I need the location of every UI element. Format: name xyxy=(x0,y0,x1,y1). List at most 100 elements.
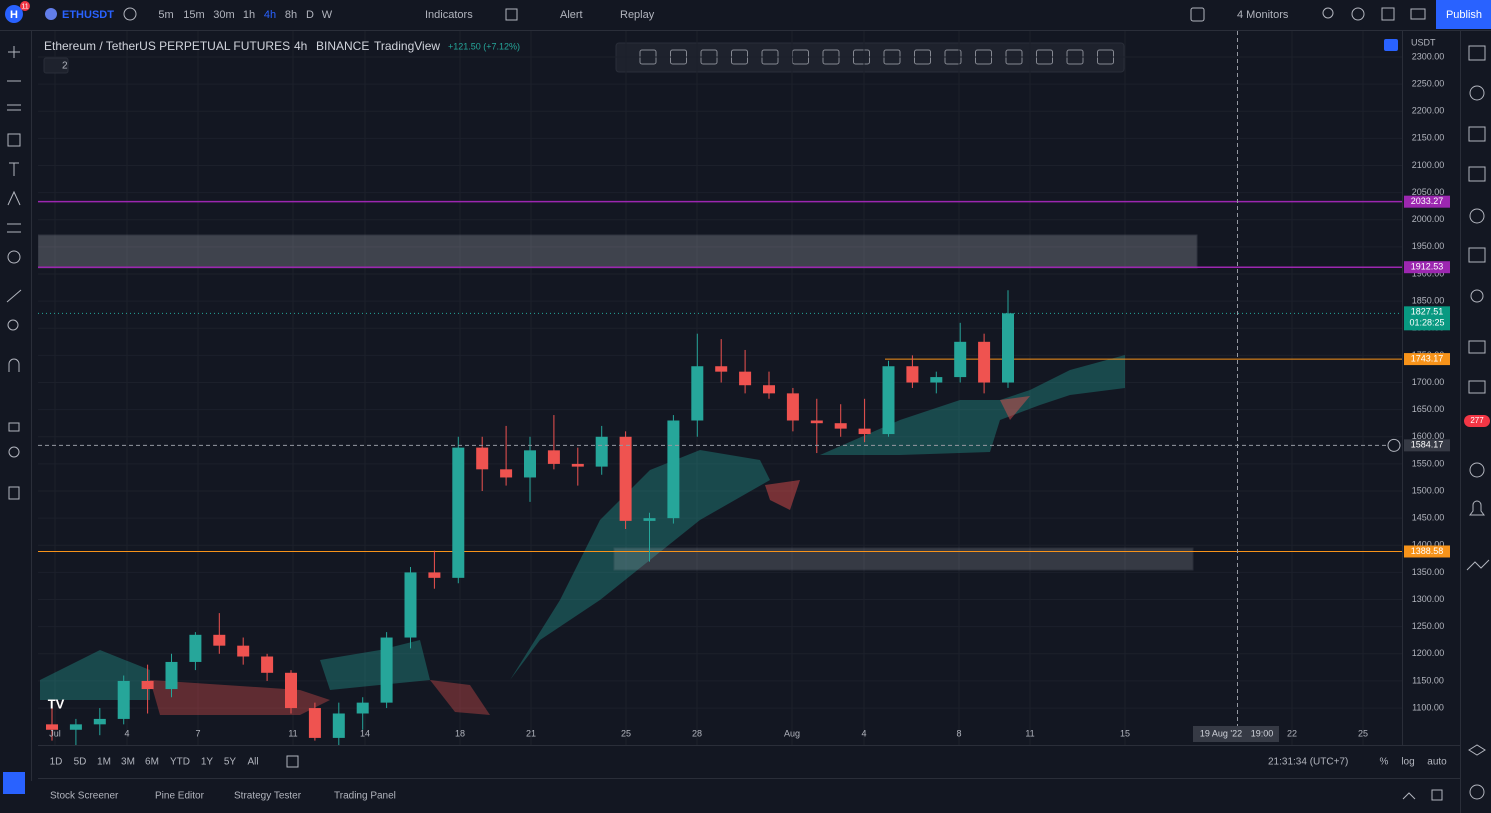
interval[interactable]: 1h xyxy=(243,9,255,21)
goto-date[interactable] xyxy=(286,755,299,768)
collapse-panel[interactable] xyxy=(1402,792,1416,800)
replay[interactable]: Replay xyxy=(620,9,655,21)
layouts[interactable] xyxy=(505,8,518,21)
candle-body xyxy=(428,572,441,578)
y-tick-label: 2000.00 xyxy=(1412,214,1445,224)
legend-change: +121.50 (+7.12%) xyxy=(448,41,520,51)
bottom-tab[interactable]: Stock Screener xyxy=(50,791,119,802)
add-alert[interactable] xyxy=(1387,438,1401,452)
candle-body xyxy=(739,371,752,386)
sync-icon[interactable] xyxy=(1384,39,1398,51)
interval[interactable]: 4h xyxy=(264,9,276,21)
x-tick-label: 25 xyxy=(1358,728,1368,738)
y-tick-label: 2150.00 xyxy=(1412,133,1445,143)
range-button[interactable]: 5Y xyxy=(224,757,237,768)
layout-toggle[interactable] xyxy=(1190,7,1205,22)
candle-body xyxy=(165,661,178,690)
bottom-tab[interactable]: Pine Editor xyxy=(155,791,205,802)
candle-body xyxy=(452,447,465,578)
x-tick-label: 18 xyxy=(455,728,465,738)
scale-option[interactable]: log xyxy=(1401,757,1414,768)
search[interactable] xyxy=(1322,7,1334,19)
candle-body xyxy=(285,672,297,709)
snapshot[interactable] xyxy=(1410,8,1426,20)
range-button[interactable]: 1D xyxy=(50,757,63,768)
candle-body xyxy=(786,393,799,421)
publish-button[interactable] xyxy=(1436,0,1491,29)
interval[interactable]: 30m xyxy=(213,9,234,21)
range-button[interactable]: 1Y xyxy=(201,757,214,768)
crosshair-date-box xyxy=(1193,726,1279,742)
range-button[interactable]: All xyxy=(247,757,258,768)
interval[interactable]: D xyxy=(306,9,314,21)
last-price: 1827.51 xyxy=(1411,307,1444,317)
level-label-box xyxy=(1404,261,1450,274)
scale-option[interactable]: % xyxy=(1380,757,1389,768)
svg-text:TV: TV xyxy=(48,696,65,711)
legend-source: TradingView xyxy=(374,39,440,53)
crosshair-time: 19:00 xyxy=(1251,728,1274,738)
range-button[interactable]: 6M xyxy=(145,757,159,768)
notification-badge: 277 xyxy=(1470,416,1484,425)
x-tick-label: 15 xyxy=(1120,728,1130,738)
candle-body xyxy=(500,469,513,478)
x-tick-label: 8 xyxy=(956,728,961,738)
y-tick-label: 1650.00 xyxy=(1412,404,1445,414)
candle-body xyxy=(715,366,728,372)
y-tick-label: 1900.00 xyxy=(1412,268,1445,278)
bottom-tab[interactable]: Strategy Tester xyxy=(234,791,302,802)
candle-body xyxy=(1002,313,1014,383)
fullscreen[interactable] xyxy=(1381,7,1395,21)
candle-body xyxy=(189,634,202,662)
indicators[interactable]: Indicators xyxy=(425,9,473,21)
y-tick-label: 1200.00 xyxy=(1412,648,1445,658)
add-symbol[interactable] xyxy=(123,7,137,21)
candle-body xyxy=(547,450,560,464)
legend-symbol: Ethereum / TetherUS PERPETUAL FUTURES xyxy=(44,39,290,53)
alert[interactable]: Alert xyxy=(560,9,583,21)
level-label-box xyxy=(1404,545,1450,558)
x-tick-label: 14 xyxy=(360,728,370,738)
avatar[interactable] xyxy=(5,5,23,23)
y-tick-label: 1950.00 xyxy=(1412,241,1445,251)
currency[interactable]: USDT xyxy=(1411,37,1436,47)
range-button[interactable]: YTD xyxy=(170,757,190,768)
bottom-tab[interactable]: Trading Panel xyxy=(334,791,396,802)
range-button[interactable]: 5D xyxy=(74,757,87,768)
cloud xyxy=(765,480,800,510)
x-tick-label: 7 xyxy=(195,728,200,738)
settings[interactable] xyxy=(1351,7,1365,21)
candle-body xyxy=(404,572,417,638)
favorites[interactable] xyxy=(3,772,25,794)
level-label: 1388.58 xyxy=(1411,546,1444,556)
range-button[interactable]: 3M xyxy=(121,757,135,768)
crosshair-price: 1584.17 xyxy=(1411,440,1444,450)
candle-body xyxy=(691,366,704,421)
y-tick-label: 2300.00 xyxy=(1412,51,1445,61)
indicator-toggle[interactable] xyxy=(43,57,69,74)
interval[interactable]: 5m xyxy=(158,9,173,21)
candle-body xyxy=(69,724,82,730)
x-tick-label: Aug xyxy=(784,728,800,738)
x-tick-label: 11 xyxy=(1025,728,1034,738)
symbol[interactable]: ETHUSDT xyxy=(62,9,114,21)
svg-text:H: H xyxy=(10,9,18,21)
y-tick-label: 1100.00 xyxy=(1412,702,1444,712)
monitors[interactable]: 4 Monitors xyxy=(1237,9,1289,21)
range-button[interactable]: 1M xyxy=(97,757,111,768)
y-tick-label: 2250.00 xyxy=(1412,78,1445,88)
interval[interactable]: 15m xyxy=(183,9,204,21)
level-label-box xyxy=(1404,195,1450,208)
scale-option[interactable]: auto xyxy=(1427,757,1447,768)
interval[interactable]: 8h xyxy=(285,9,297,21)
collapsed-count[interactable]: 2 xyxy=(62,61,68,72)
plot-clip xyxy=(38,31,1402,745)
interval[interactable]: W xyxy=(322,9,333,21)
candle-body xyxy=(46,724,58,730)
level-label: 1743.17 xyxy=(1411,353,1444,363)
maximize-panel[interactable] xyxy=(1431,789,1443,801)
candle-body xyxy=(356,702,369,714)
candle-body xyxy=(906,366,919,383)
y-tick-label: 1850.00 xyxy=(1412,295,1445,305)
publish[interactable]: Publish xyxy=(1446,9,1482,21)
